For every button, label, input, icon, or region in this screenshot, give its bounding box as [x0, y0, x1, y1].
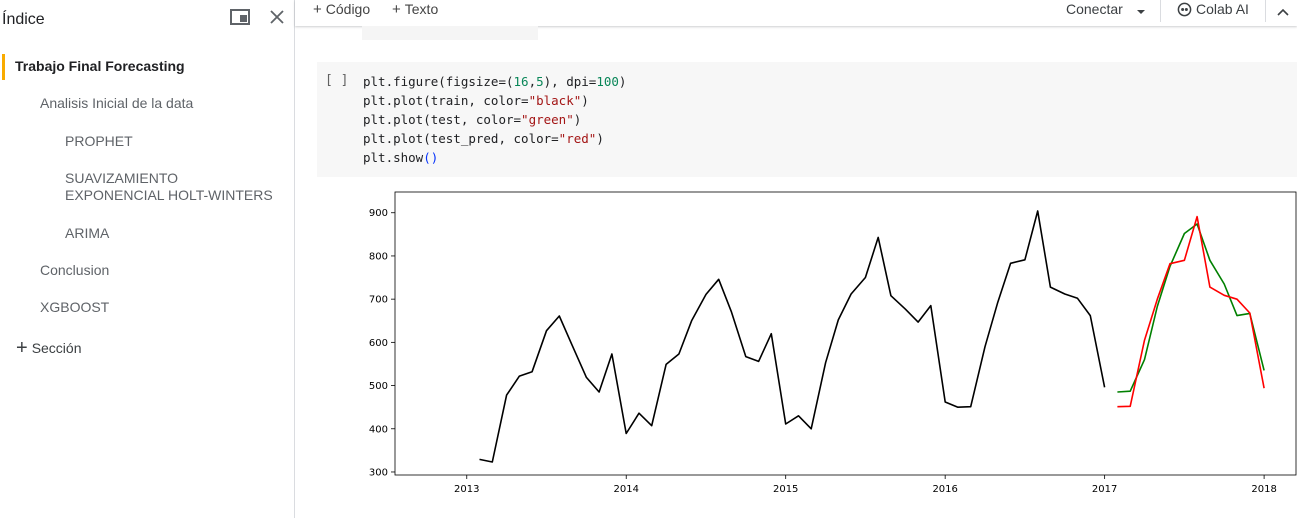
- plus-icon: +: [313, 1, 322, 18]
- active-indicator: [2, 54, 5, 80]
- y-tick-label: 400: [369, 424, 388, 435]
- add-text-button[interactable]: + Texto: [392, 1, 438, 18]
- connect-dropdown[interactable]: [1136, 4, 1146, 22]
- table-of-contents-panel: Índice Trabajo Final Forecasting Analisi…: [0, 0, 295, 518]
- colab-ai-label: Colab AI: [1196, 1, 1249, 17]
- toc-item-analisis[interactable]: Analisis Inicial de la data: [40, 95, 194, 111]
- x-tick-label: 2017: [1092, 484, 1117, 495]
- connect-button[interactable]: Conectar: [1066, 1, 1123, 17]
- colab-ai-button[interactable]: Colab AI: [1177, 1, 1249, 17]
- code-line: plt.plot(train, color="black"): [363, 93, 589, 108]
- toolbar-divider: [1265, 0, 1266, 22]
- y-tick-label: 900: [369, 208, 388, 219]
- notebook-toolbar: + Código + Texto Conectar Colab AI: [295, 0, 1297, 26]
- plus-icon: +: [392, 1, 401, 18]
- chevron-up-icon: [1277, 8, 1289, 16]
- window-icon: [230, 9, 250, 25]
- x-tick-label: 2016: [932, 484, 957, 495]
- toc-title: Índice: [2, 11, 45, 28]
- code-editor[interactable]: plt.figure(figsize=(16,5), dpi=100) plt.p…: [363, 72, 626, 167]
- code-line: plt.figure(figsize=(16,5), dpi=100): [363, 74, 627, 89]
- code-line: plt.show(): [363, 150, 439, 165]
- add-section-button[interactable]: + Sección: [16, 337, 82, 359]
- series-line-1: [1117, 223, 1265, 393]
- add-section-label: Sección: [31, 340, 82, 356]
- y-tick-label: 700: [369, 295, 388, 306]
- previous-cell-output: [362, 26, 538, 40]
- series-line-2: [1117, 215, 1265, 408]
- series-line-0: [479, 210, 1106, 463]
- plot-frame: [394, 191, 1297, 476]
- toc-item-xgboost[interactable]: XGBOOST: [40, 299, 110, 315]
- toolbar-divider: [1160, 0, 1161, 22]
- y-tick-label: 500: [369, 381, 388, 392]
- close-toc-button[interactable]: [266, 6, 288, 28]
- toc-item-conclusion[interactable]: Conclusion: [40, 262, 110, 278]
- x-tick-label: 2015: [773, 484, 798, 495]
- collapse-toolbar-button[interactable]: [1277, 4, 1289, 22]
- open-in-window-button[interactable]: [229, 6, 251, 28]
- caret-down-icon: [1137, 10, 1145, 14]
- add-code-label: Código: [325, 1, 371, 17]
- plus-icon: +: [16, 337, 28, 359]
- code-cell[interactable]: [ ] plt.figure(figsize=(16,5), dpi=100) p…: [317, 62, 1297, 177]
- toc-item-trabajo-final[interactable]: Trabajo Final Forecasting: [0, 54, 290, 80]
- colab-ai-icon: [1177, 2, 1192, 16]
- line-chart: 300 400 500 600 700 800 900 2013 2014 2015 2016 201…: [369, 191, 1297, 495]
- toc-item-arima[interactable]: ARIMA: [65, 225, 110, 241]
- x-tick-label: 2013: [454, 484, 479, 495]
- toc-item-prophet[interactable]: PROPHET: [65, 133, 133, 149]
- toc-item-holt-winters[interactable]: SUAVIZAMIENTO EXPONENCIAL HOLT-WINTERS: [65, 170, 273, 203]
- x-tick-label: 2018: [1251, 484, 1276, 495]
- y-tick-label: 300: [369, 467, 388, 478]
- add-code-button[interactable]: + Código: [313, 1, 370, 18]
- code-line: plt.plot(test, color="green"): [363, 112, 582, 127]
- code-line: plt.plot(test_pred, color="red"): [363, 131, 604, 146]
- close-icon: [270, 10, 284, 24]
- add-text-label: Texto: [404, 1, 439, 17]
- toc-item-label: Trabajo Final Forecasting: [15, 58, 185, 74]
- y-tick-label: 800: [369, 251, 388, 262]
- run-cell-button[interactable]: [ ]: [325, 73, 349, 88]
- x-tick-label: 2014: [614, 484, 639, 495]
- cell-output-plot: 300 400 500 600 700 800 900 2013 2014 2015 2016 201…: [317, 180, 1297, 510]
- y-tick-label: 600: [369, 338, 388, 349]
